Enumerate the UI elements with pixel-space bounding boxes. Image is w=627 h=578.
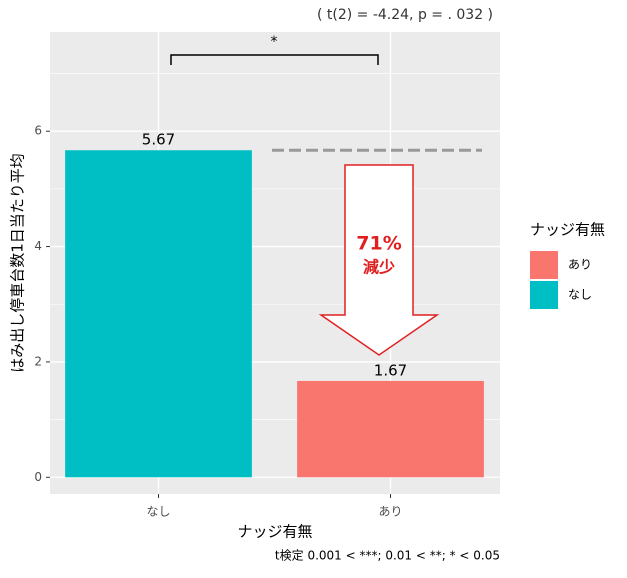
x-tick-label: なし <box>146 505 170 519</box>
legend-label: あり <box>568 258 592 272</box>
legend-key <box>530 251 558 279</box>
stat-annotation: ( t(2) = -4.24, p = . 032 ) <box>317 7 493 23</box>
x-axis-label: ナッジ有無 <box>237 523 312 541</box>
y-axis-label: はみ出し停車台数1日当たり平均 <box>9 153 27 373</box>
value-label: 5.67 <box>142 131 175 149</box>
legend-label: なし <box>568 288 592 302</box>
y-tick-label: 4 <box>34 239 42 253</box>
y-tick-label: 2 <box>34 354 42 368</box>
footnote: t検定 0.001 < ***; 0.01 < **; * < 0.05 <box>275 548 500 563</box>
x-tick-label: あり <box>378 505 402 519</box>
value-label: 1.67 <box>374 361 407 379</box>
y-tick-label: 6 <box>34 124 42 138</box>
y-tick-label: 0 <box>34 470 42 484</box>
marks <box>65 150 484 478</box>
reduction-arrow <box>318 164 440 356</box>
significance-bracket <box>170 54 379 65</box>
bar <box>297 380 484 478</box>
bar <box>65 150 252 478</box>
legend-title: ナッジ有無 <box>530 221 605 239</box>
reduction-label: 71% <box>356 233 401 255</box>
reduction-text: 減少 <box>363 258 395 277</box>
legend-key <box>530 281 558 309</box>
significance: * <box>271 34 278 50</box>
